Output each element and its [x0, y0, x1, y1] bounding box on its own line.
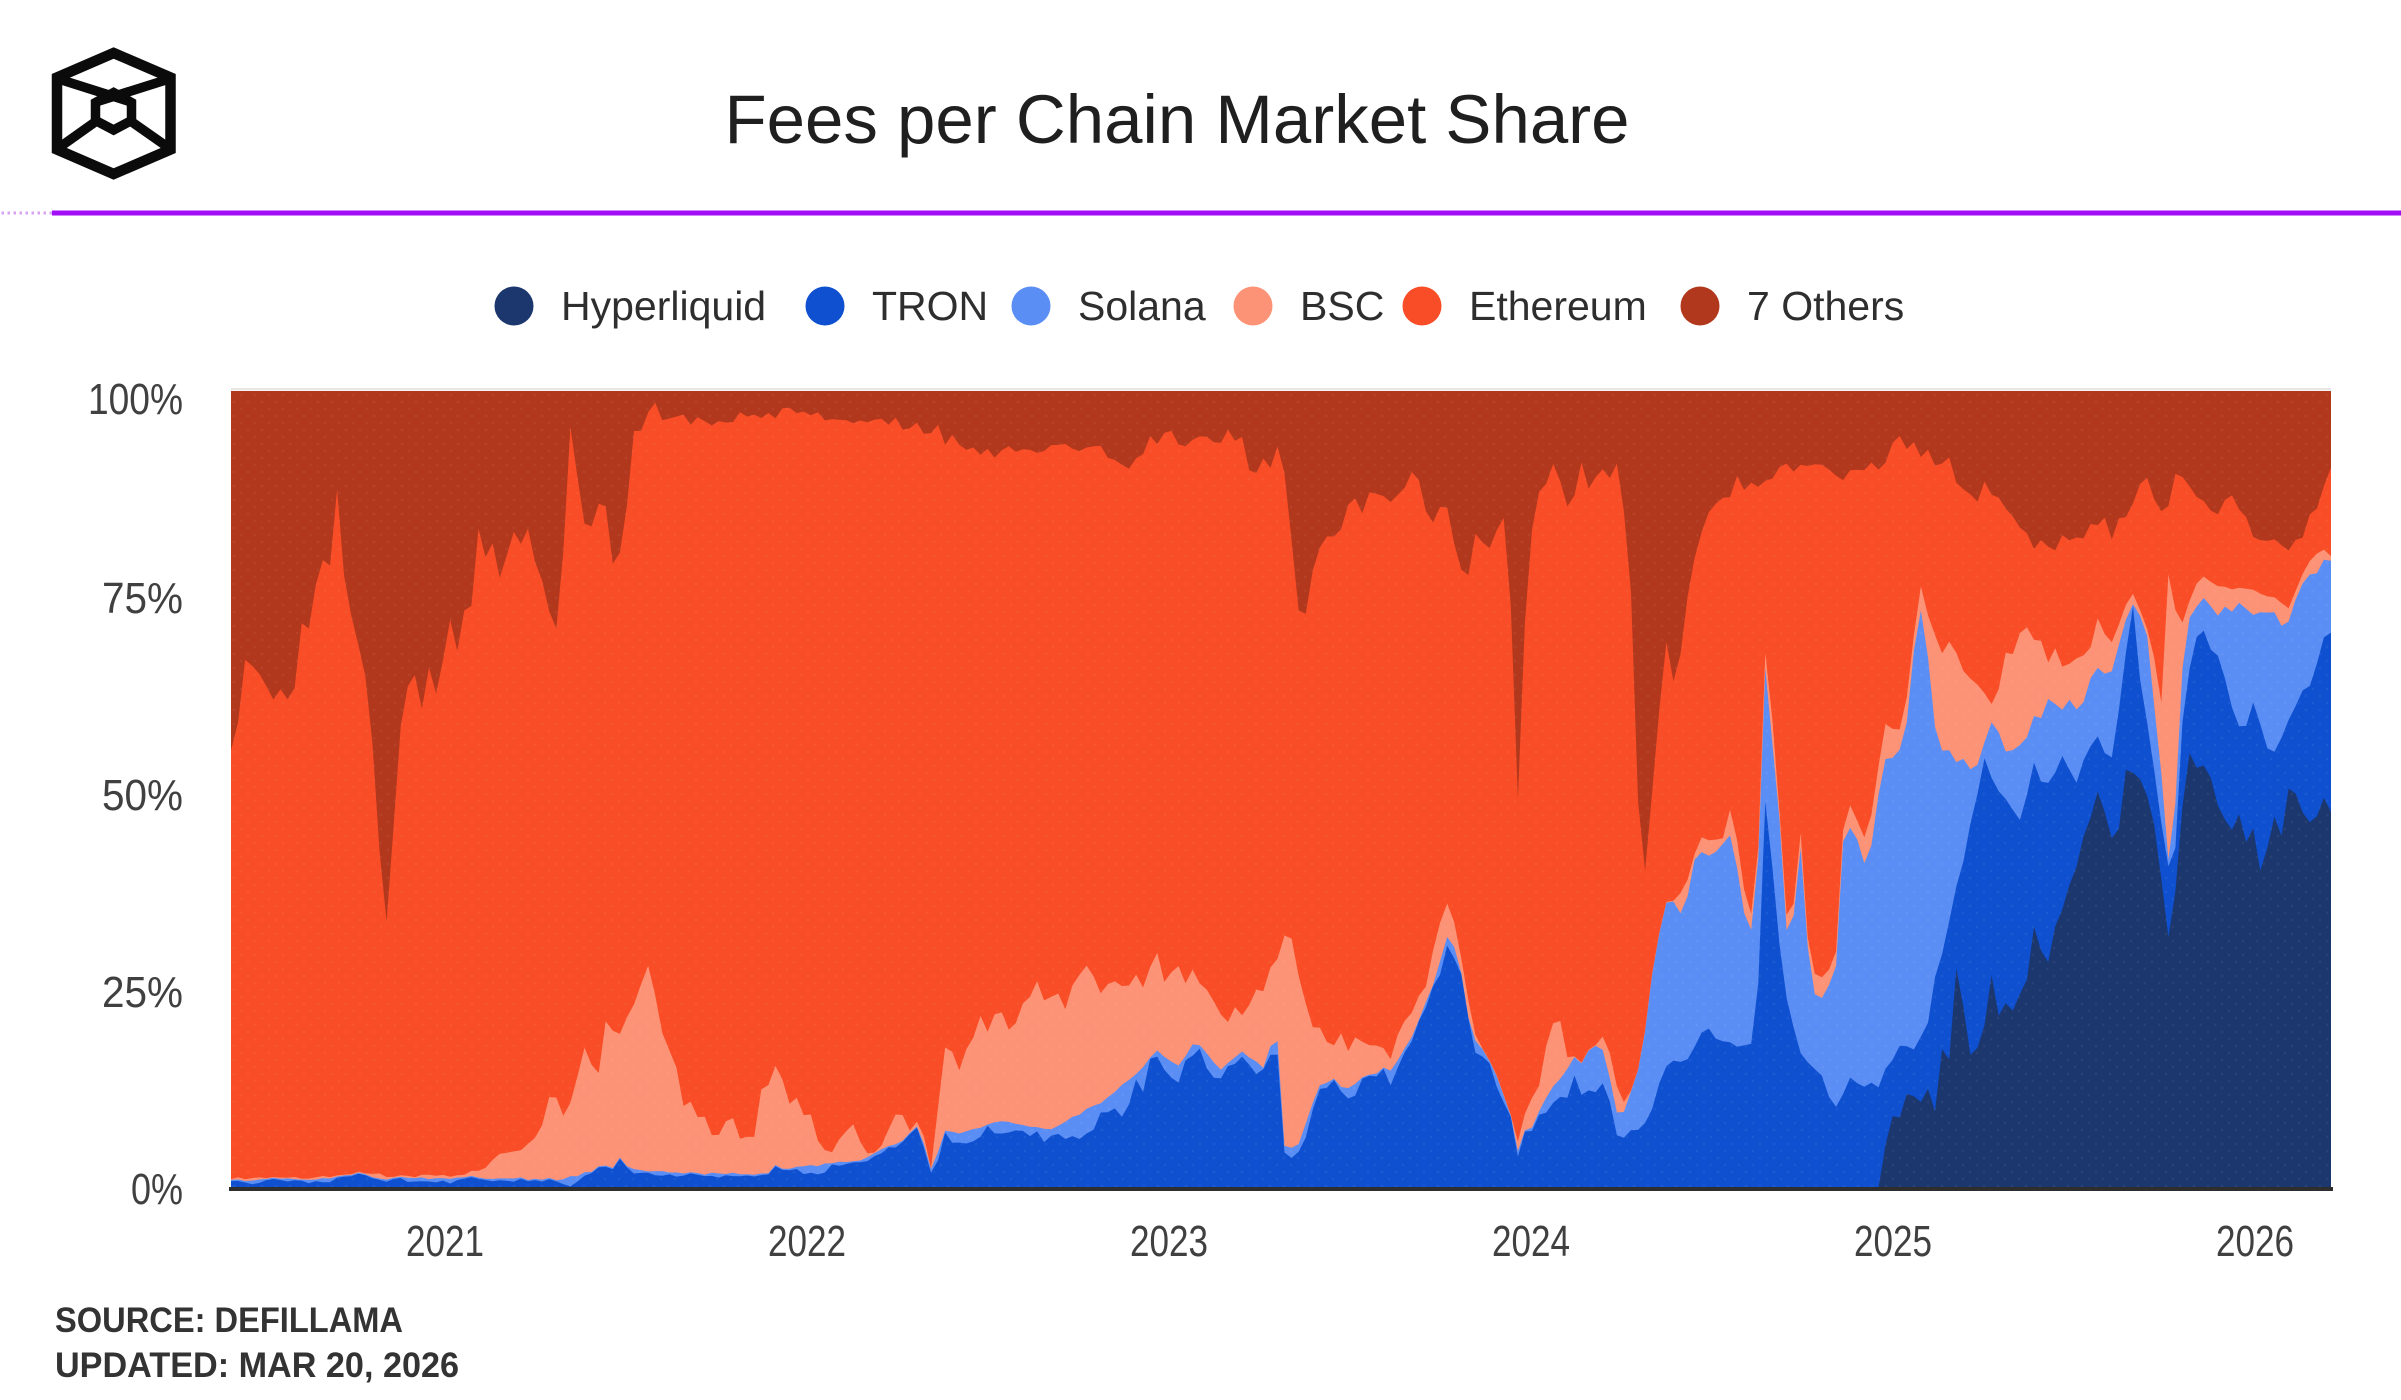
svg-text:Fees per Chain Market Share: Fees per Chain Market Share — [724, 81, 1629, 158]
svg-text:2024: 2024 — [1492, 1217, 1570, 1266]
svg-text:2023: 2023 — [1130, 1217, 1208, 1266]
svg-text:75%: 75% — [102, 574, 183, 623]
svg-text:UPDATED: MAR 20, 2026: UPDATED: MAR 20, 2026 — [55, 1346, 459, 1385]
svg-text:TRON: TRON — [872, 283, 988, 329]
svg-text:SOURCE: DEFILLAMA: SOURCE: DEFILLAMA — [55, 1301, 403, 1340]
svg-text:2021: 2021 — [406, 1217, 484, 1266]
svg-text:Hyperliquid: Hyperliquid — [561, 283, 766, 329]
svg-text:BSC: BSC — [1300, 283, 1384, 329]
svg-text:50%: 50% — [102, 771, 183, 820]
svg-text:2022: 2022 — [768, 1217, 846, 1266]
svg-text:100%: 100% — [88, 375, 183, 424]
svg-text:Ethereum: Ethereum — [1469, 283, 1647, 329]
svg-text:7 Others: 7 Others — [1747, 283, 1904, 329]
svg-text:25%: 25% — [102, 968, 183, 1017]
svg-text:2026: 2026 — [2216, 1217, 2294, 1266]
svg-text:Solana: Solana — [1078, 283, 1206, 329]
svg-text:0%: 0% — [131, 1165, 183, 1214]
svg-text:2025: 2025 — [1854, 1217, 1932, 1266]
